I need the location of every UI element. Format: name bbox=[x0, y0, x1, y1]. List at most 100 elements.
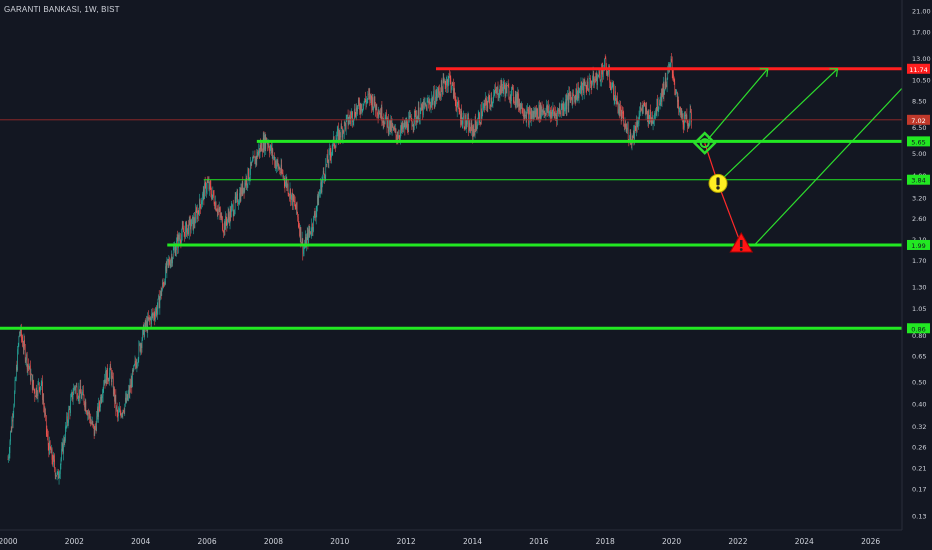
candle-body bbox=[501, 80, 503, 87]
candle-body bbox=[470, 130, 471, 133]
candle-body bbox=[370, 94, 372, 99]
candle-body bbox=[118, 411, 120, 413]
candle-body bbox=[85, 401, 87, 412]
candle-body bbox=[442, 78, 444, 95]
candle-body bbox=[555, 114, 557, 116]
candle-body bbox=[105, 371, 107, 385]
candle-body bbox=[520, 103, 522, 109]
candle-body bbox=[525, 115, 526, 117]
candle-body bbox=[343, 121, 345, 133]
candle-body bbox=[625, 124, 626, 128]
candle-body bbox=[633, 130, 635, 140]
candle-body bbox=[28, 364, 29, 367]
candle-body bbox=[649, 110, 651, 120]
candle-body bbox=[252, 161, 253, 163]
candle-body bbox=[280, 171, 281, 173]
x-axis-background bbox=[0, 530, 932, 550]
candle-body bbox=[352, 120, 354, 122]
candle-body bbox=[418, 107, 420, 122]
candle-body bbox=[557, 109, 559, 111]
candle-body bbox=[29, 365, 30, 370]
candle-body bbox=[81, 393, 82, 399]
candle-body bbox=[97, 408, 99, 417]
candle-body bbox=[158, 295, 160, 309]
y-tick-label-1.70: 1.70 bbox=[912, 257, 926, 265]
candle-body bbox=[504, 82, 505, 89]
candle-body bbox=[664, 77, 666, 90]
candle-body bbox=[493, 93, 495, 96]
candle-body bbox=[379, 112, 381, 115]
candle-body bbox=[447, 79, 448, 87]
candle-body bbox=[594, 78, 595, 86]
candle-body bbox=[303, 249, 304, 254]
candle-body bbox=[479, 113, 480, 124]
candle-body bbox=[576, 88, 577, 100]
candle-body bbox=[673, 74, 674, 81]
candle-body bbox=[423, 101, 425, 105]
candle-body bbox=[319, 193, 320, 196]
candle-body bbox=[100, 397, 101, 408]
candle-body bbox=[578, 90, 580, 99]
candle-body bbox=[455, 99, 457, 107]
candle-body bbox=[482, 108, 484, 116]
exchange-label: BIST bbox=[101, 5, 120, 14]
projection-down-segment bbox=[717, 183, 742, 246]
candle-body bbox=[606, 67, 607, 75]
candle-body bbox=[604, 58, 606, 59]
y-tick-label-0.65: 0.65 bbox=[912, 353, 926, 361]
candle-body bbox=[546, 105, 548, 112]
candle-body bbox=[174, 247, 176, 256]
candle-body bbox=[430, 105, 431, 108]
candle-body bbox=[216, 211, 218, 214]
candle-body bbox=[398, 135, 400, 138]
candle-body bbox=[192, 216, 193, 219]
candle-body bbox=[532, 111, 534, 118]
candle-body bbox=[53, 456, 55, 460]
candle-body bbox=[654, 114, 656, 116]
candle-body bbox=[245, 178, 247, 186]
candle-body bbox=[543, 110, 544, 113]
candle-body bbox=[281, 164, 283, 173]
candle-body bbox=[658, 104, 660, 110]
candle-body bbox=[345, 118, 347, 130]
candle-body bbox=[627, 127, 628, 129]
candle-body bbox=[199, 199, 200, 216]
candle-body bbox=[481, 108, 482, 119]
candle-body bbox=[512, 87, 513, 88]
candle-body bbox=[45, 412, 46, 416]
candle-body bbox=[186, 228, 188, 236]
candle-body bbox=[500, 80, 502, 94]
candle-body bbox=[55, 475, 57, 477]
candle-body bbox=[565, 99, 567, 110]
candle-body bbox=[392, 124, 394, 127]
candle-body bbox=[456, 106, 457, 111]
candle-body bbox=[514, 101, 515, 103]
candle-body bbox=[106, 368, 108, 385]
candle-body bbox=[345, 123, 346, 130]
candle-body bbox=[69, 408, 71, 413]
warning-icon-bar bbox=[716, 177, 720, 186]
candle-body bbox=[523, 114, 524, 118]
candle-body bbox=[641, 108, 642, 110]
candle-body bbox=[383, 120, 385, 123]
candle-body bbox=[74, 386, 76, 391]
candle-body bbox=[259, 148, 260, 154]
candle-body bbox=[220, 215, 222, 218]
candle-body bbox=[506, 83, 507, 94]
candle-body bbox=[643, 103, 644, 108]
candle-body bbox=[295, 206, 297, 210]
candle-body bbox=[285, 181, 286, 186]
candle-body bbox=[409, 115, 410, 119]
candle-body bbox=[348, 121, 350, 125]
candle-body bbox=[426, 101, 428, 111]
candle-body bbox=[102, 395, 103, 399]
candle-body bbox=[593, 73, 595, 86]
candle-body bbox=[583, 81, 584, 94]
candle-body bbox=[451, 88, 452, 90]
candle-body bbox=[22, 340, 23, 347]
candle-body bbox=[389, 120, 390, 130]
candle-body bbox=[286, 179, 288, 188]
candle-body bbox=[349, 116, 351, 119]
